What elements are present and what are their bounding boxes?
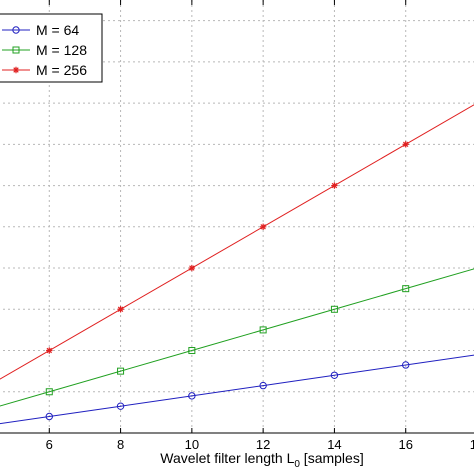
series-1-point-3 [188,347,196,355]
series-1-point-6 [402,285,410,293]
series-line-0 [0,354,474,425]
legend-label-2: M = 256 [36,62,87,78]
series-2-point-4 [259,223,267,231]
x-tick-label-2: 8 [117,437,124,452]
series-2 [0,104,474,380]
series-1-point-1 [45,388,53,396]
x-tick-label-4: 12 [256,437,270,452]
series-1-point-5 [330,305,338,313]
series-0-point-1 [45,412,53,421]
series-2-point-1 [46,347,53,354]
series-1 [0,268,474,407]
x-axis-label-main: Wavelet filter length L [160,450,294,466]
series-0-point-3 [188,392,196,400]
x-tick-label-3: 10 [185,437,199,452]
series-1-point-4 [259,326,267,334]
x-tick-label-7: 18 [470,437,474,452]
x-axis-label-subscript: 0 [294,459,300,470]
x-tick-label-6: 16 [398,437,412,452]
legend-marker-0 [12,26,20,34]
series-line-1 [0,268,474,407]
series-0-point-5 [330,371,339,379]
x-axis-label-tail: [samples] [300,450,364,466]
legend-marker-2 [12,66,20,74]
series-layer [0,104,474,425]
series-1-point-2 [117,367,125,375]
x-tick-labels: 4681012141618 [46,437,474,452]
series-0-point-6 [402,361,410,369]
series-2-point-6 [402,141,409,148]
legend: M = 64 M = 128 M = 256 [0,13,103,83]
series-line-2 [0,104,474,380]
series-2-point-2 [117,306,124,313]
series-0-point-4 [259,381,267,390]
x-axis-label: Wavelet filter length L0 [samples] [160,450,363,470]
series-2-point-3 [188,264,196,272]
legend-label-1: M = 128 [36,42,87,58]
legend-marker-1 [12,46,20,54]
legend-label-0: M = 64 [36,22,79,38]
series-0 [0,354,474,425]
x-tick-label-1: 6 [46,437,53,452]
x-tick-label-5: 14 [327,437,341,452]
series-2-point-5 [331,182,338,189]
axes [0,0,474,434]
series-0-point-2 [116,402,125,410]
